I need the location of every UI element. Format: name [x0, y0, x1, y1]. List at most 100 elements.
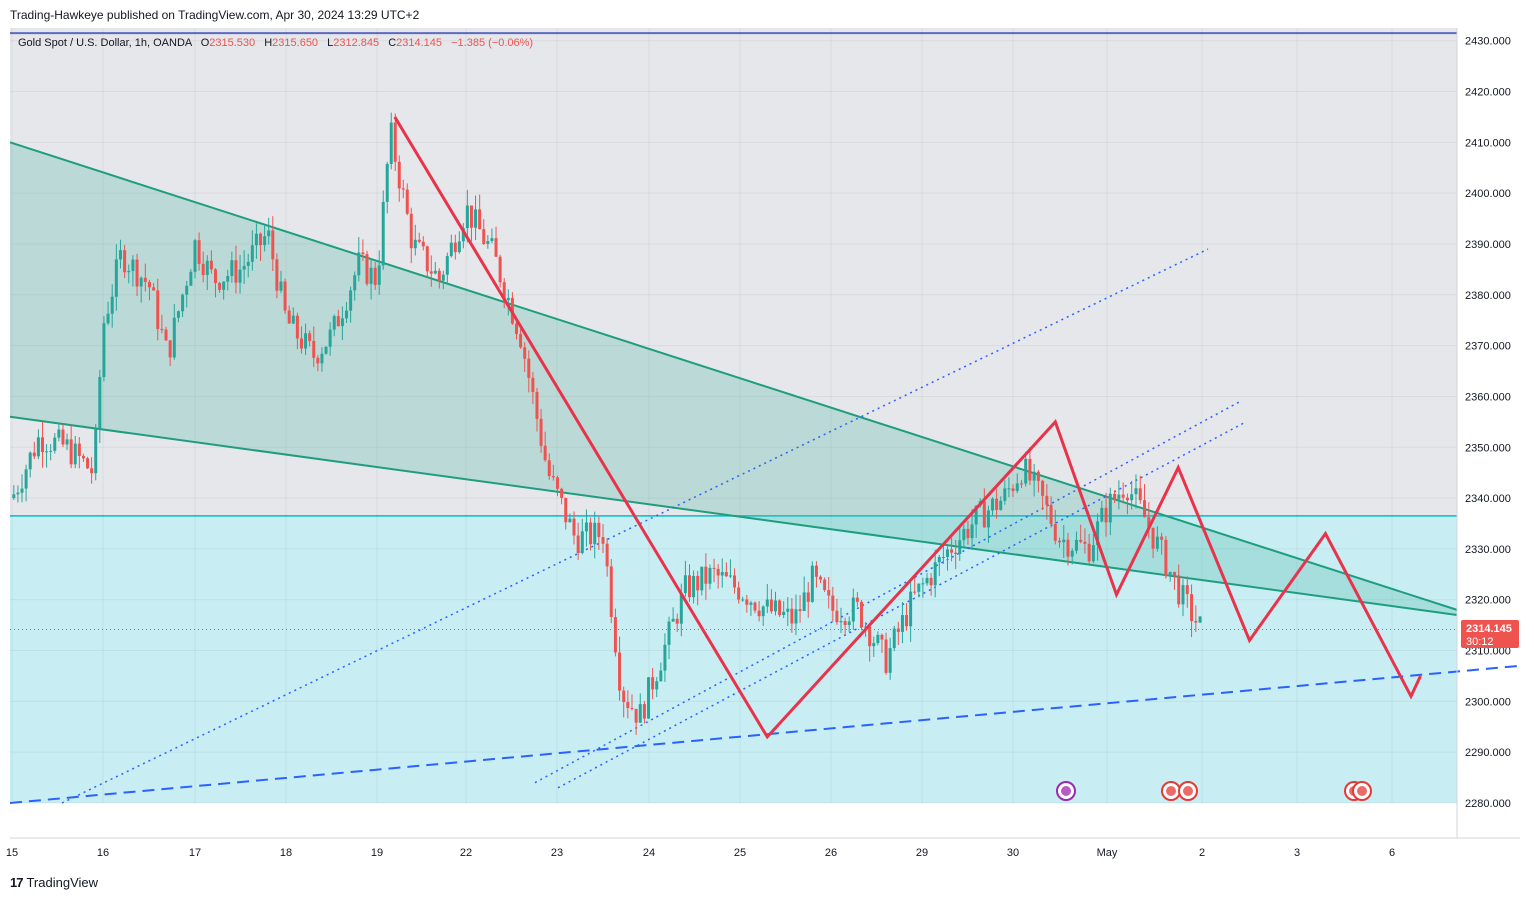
candle-body — [425, 246, 429, 272]
candle-body — [287, 310, 291, 324]
candle-body — [147, 281, 151, 288]
candle-body — [77, 443, 81, 456]
open-value: 2315.530 — [209, 37, 255, 49]
channel-upper-dotted — [61, 248, 1209, 804]
candle-body — [176, 311, 180, 318]
candle-body — [164, 329, 168, 341]
candle-body — [1019, 483, 1023, 485]
candle-body — [905, 615, 909, 627]
candle-body — [1125, 497, 1129, 501]
price-tick-label: 2430.000 — [1465, 36, 1511, 48]
candle-body — [741, 599, 745, 601]
candle-body — [316, 357, 320, 364]
candle-body — [32, 452, 36, 457]
candle-body — [57, 429, 61, 438]
candle-body — [954, 552, 958, 555]
time-tick-label: 29 — [916, 847, 928, 859]
candle-body — [168, 340, 172, 358]
low-value: 2312.845 — [333, 37, 379, 49]
candle-body — [1045, 495, 1049, 505]
candle-body — [1134, 488, 1138, 495]
ohlc-legend[interactable]: Gold Spot / U.S. Dollar, 1h, OANDA O2315… — [18, 37, 533, 49]
candle-body — [20, 488, 24, 493]
candle-body — [304, 333, 308, 349]
candle-body — [831, 595, 835, 611]
candle-body — [295, 315, 299, 339]
candle-body — [1079, 539, 1083, 542]
candle-body — [700, 566, 704, 591]
candle-body — [498, 256, 502, 283]
candle-body — [118, 250, 122, 260]
high-value: 2315.650 — [272, 37, 318, 49]
candle-body — [127, 270, 131, 273]
candle-body — [345, 310, 349, 319]
candle-body — [572, 518, 576, 536]
price-tick-label: 2300.000 — [1465, 696, 1511, 708]
candle-body — [246, 261, 250, 266]
candle-body — [814, 565, 818, 577]
price-badge-box — [1461, 620, 1519, 648]
candle-body — [630, 708, 634, 710]
candle-body — [769, 599, 773, 612]
us-flag-event-icon-core — [1357, 786, 1367, 796]
candle-body — [618, 652, 622, 691]
candle-body — [437, 270, 441, 281]
candle-body — [1190, 594, 1194, 621]
candle-body — [299, 338, 303, 349]
event-markers — [1056, 781, 1372, 801]
candle-body — [433, 270, 437, 274]
candle-body — [708, 567, 712, 584]
time-tick-label: 30 — [1007, 847, 1019, 859]
price-tick-label: 2350.000 — [1465, 442, 1511, 454]
candle-body — [950, 549, 954, 553]
candle-body — [45, 451, 49, 453]
candle-body — [1083, 541, 1087, 544]
candle-body — [377, 265, 381, 285]
candle-body — [671, 618, 675, 622]
candle-body — [254, 233, 258, 246]
candle-body — [469, 205, 473, 228]
candle-body — [1155, 536, 1159, 549]
candle-body — [185, 285, 189, 295]
time-tick-label: 2 — [1199, 847, 1205, 859]
candle-body — [357, 252, 361, 276]
price-tick-label: 2330.000 — [1465, 544, 1511, 556]
candle-body — [917, 583, 921, 592]
candle-body — [123, 250, 127, 273]
candle-body — [361, 252, 365, 255]
candle-body — [28, 452, 32, 470]
candle-body — [1198, 616, 1202, 623]
candle-body — [312, 340, 316, 358]
descending-wedge[interactable] — [9, 141, 1458, 616]
tradingview-logo[interactable]: 17 TradingView — [10, 875, 98, 890]
candle-body — [336, 316, 340, 327]
candle-body — [937, 557, 941, 563]
candle-body — [1117, 494, 1121, 500]
grid-lines — [10, 28, 1457, 804]
candle-body — [205, 260, 209, 275]
candle-body — [90, 468, 94, 474]
candle-body — [761, 606, 765, 617]
candle-body — [271, 230, 275, 260]
candle-body — [757, 610, 761, 617]
candle-body — [991, 498, 995, 511]
candle-body — [1070, 550, 1074, 557]
candle-body — [884, 639, 888, 673]
candle-body — [213, 269, 217, 283]
price-tick-label: 2340.000 — [1465, 493, 1511, 505]
candle-body — [445, 256, 449, 275]
candle-body — [1151, 527, 1155, 549]
candle-body — [515, 323, 519, 335]
channel-mid-dotted — [534, 400, 1241, 784]
long-support-dashed — [9, 664, 1521, 804]
candle-body — [704, 566, 708, 584]
candle-body — [16, 492, 20, 495]
candle-body — [823, 579, 827, 591]
candle-body — [226, 275, 230, 282]
candle-body — [1138, 488, 1142, 501]
projection-zigzag[interactable] — [10, 116, 1457, 740]
last-price-badge: 2314.145 30:12 — [1461, 620, 1519, 648]
candle-body — [749, 602, 753, 605]
candle-body — [794, 609, 798, 624]
